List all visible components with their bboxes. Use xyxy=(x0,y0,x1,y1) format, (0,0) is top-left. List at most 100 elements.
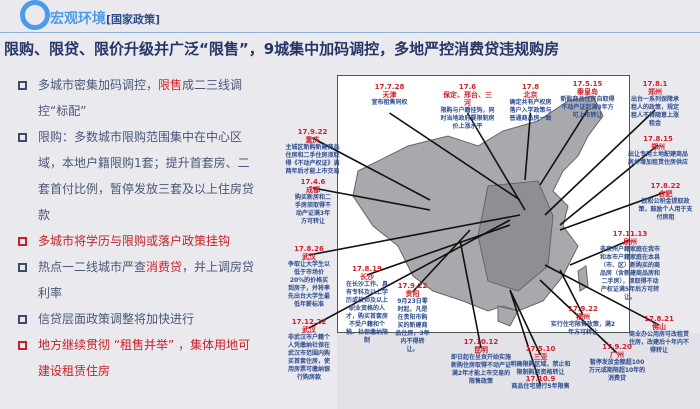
bullet-text: 限购：多数城市限购范围集中在中心区域，本地户籍限购1套；提升首套房、二套首付比例… xyxy=(38,130,255,222)
callout-arrow xyxy=(366,224,511,276)
callout-text: 主城区新购新建商品住房和二手住房须取得《不动产权证》满两年后才能上市交易 xyxy=(285,144,340,175)
callout-city: 武汉 xyxy=(302,253,316,261)
callout-city: 长沙 xyxy=(360,273,374,281)
policy-callout: 17.8.15 郑州 出让专用土地配建商品房并增加租赁住房供应 xyxy=(628,135,688,167)
callout-date: 17.8.22 xyxy=(650,182,681,190)
callout-date: 17.9.20 xyxy=(602,343,632,351)
callout-text: 非泉州户籍家庭在我市和本市户籍家庭在本县（市、区）新购买的商品房（含新建商品房和… xyxy=(600,246,661,301)
callout-text: 实行住宅限售政策，满2年方可转让 xyxy=(550,321,616,336)
bullet-item: 多城市密集加码调控，限售成二三线调控“标配” xyxy=(18,72,258,124)
bullet-text: 地方继续贯彻 “租售并举” ，集体用地可建设租赁住房 xyxy=(38,338,251,378)
bullet-text: 多城市密集加码调控， xyxy=(38,78,159,92)
callout-date: 17.7.28 xyxy=(374,83,405,91)
callout-city: 贵阳 xyxy=(405,290,420,298)
policy-callout: 17.5.15 秦皇岛 新购商品住房自取得不动产证起满3年方可上市转让 xyxy=(560,80,615,120)
bullet-text: 成二三线调控“标配” xyxy=(38,78,243,118)
bullet-item: 地方继续贯彻 “租售并举” ，集体用地可建设租赁住房 xyxy=(18,332,258,384)
callout-text: 限购与户籍挂钩，同时当地政府要限制房价上涨水平 xyxy=(440,107,495,130)
callout-city: 重庆 xyxy=(305,136,320,144)
header-circle-icon xyxy=(20,0,50,30)
callout-arrow xyxy=(539,279,618,354)
callout-date: 17.10.12 xyxy=(463,338,499,346)
callout-text: 明确限购区域，禁止和限制购房资格转让 xyxy=(510,361,571,376)
divider xyxy=(0,32,700,33)
callout-text: 商业办公用房可改租赁住房，改建后十年内不得转让 xyxy=(628,331,689,354)
callout-arrow xyxy=(544,264,660,326)
bullet-item: 信贷层面政策调整将加快进行 xyxy=(18,306,258,332)
callout-city: 北京 xyxy=(523,91,538,99)
callout-city: 佛山 xyxy=(652,323,666,331)
callout-date: 17.8.1 xyxy=(642,80,668,88)
callout-arrow xyxy=(559,144,659,226)
callout-text: 9月23日零时起，凡是在贵阳市购买的新建商品住房，3年内不得转让。 xyxy=(395,298,430,353)
square-bullet-icon xyxy=(18,315,27,324)
callout-text: 购买新房和二手房须取得不动产证满3年方可转让 xyxy=(294,194,331,225)
policy-callout: 17.8.26 武汉 争取让大学生以低于市场价20%的价格买到房子，并将率先出台大学… xyxy=(288,245,330,309)
callout-text: 宣布租售同权 xyxy=(371,99,408,106)
callout-text: 出台一系列保障承租人的政策，规定租人不得随意上涨租金 xyxy=(630,96,679,127)
callout-city: 郑州 xyxy=(651,143,665,151)
callout-date: 17.9.22 xyxy=(297,128,328,136)
bullet-text: 热点一二线城市严查 xyxy=(38,260,147,274)
bullet-text: 限售 xyxy=(158,78,183,92)
callout-date: 17.4.6 xyxy=(300,178,326,186)
square-bullet-icon xyxy=(18,341,27,350)
callout-arrow xyxy=(312,137,431,201)
policy-callout: 17.12.22 武汉 非武汉市户籍个人凭缴纳社保在武汉市范围内购买首套住房，使用房… xyxy=(288,318,330,382)
callout-text: 争取让大学生以低于市场价20%的价格买到房子，并将率先出台大学生最低年薪标准 xyxy=(288,261,331,308)
callout-city: 秦皇岛 xyxy=(577,88,598,96)
callout-arrow xyxy=(312,187,431,211)
policy-callout: 17.10.9 商品住宅施行5年限售 xyxy=(508,375,573,391)
callout-city: 泉州 xyxy=(623,238,637,246)
policy-callout: 17.8.19 长沙 在长沙工作、具有专科及以上学历或技师及以上职业资格的人才，购买… xyxy=(345,265,389,345)
bullet-text: 信贷层面政策调整将加快进行 xyxy=(38,312,195,326)
china-map xyxy=(337,75,630,333)
callout-date: 17.6 xyxy=(458,83,477,91)
square-bullet-icon xyxy=(18,81,27,90)
callout-arrow xyxy=(559,191,666,231)
callout-city: 福州 xyxy=(576,313,590,321)
callout-text: 出让专用土地配建商品房并增加租赁住房供应 xyxy=(628,151,689,166)
bullet-item: 限购：多数城市限购范围集中在中心区域，本地户籍限购1套；提升首套房、二套首付比例… xyxy=(18,124,258,228)
callout-arrow xyxy=(524,112,532,181)
square-bullet-icon xyxy=(18,237,27,246)
bullet-text: 消费贷 xyxy=(146,260,183,274)
policy-callout: 17.9.22 福州 实行住宅限售政策，满2年方可转让 xyxy=(548,305,618,337)
callout-date: 17.8.26 xyxy=(294,245,324,253)
callout-city: 武汉 xyxy=(302,326,316,334)
callout-arrow xyxy=(544,109,656,216)
policy-callout: 17.4.6 成都 购买新房和二手房须取得不动产证满3年方可转让 xyxy=(293,178,333,226)
bullet-text: ，并上调房贷利率 xyxy=(38,260,255,300)
callout-date: 17.8.19 xyxy=(352,265,382,273)
callout-date: 17.8 xyxy=(521,83,540,91)
callout-arrow xyxy=(459,239,482,349)
callout-date: 17.11.13 xyxy=(612,230,648,238)
policy-callout: 17.8.22 合肥 放松公积金提取政策，鼓励个人用于支付房租 xyxy=(638,182,693,222)
callout-arrow xyxy=(539,109,589,186)
callout-arrow xyxy=(559,269,584,316)
callout-date: 17.10.9 xyxy=(525,375,556,383)
callout-text: 放松公积金提取政策，鼓励个人用于支付房租 xyxy=(638,198,693,221)
policy-callout: 17.9.20 广州 暂停发放金额超100万元或期限超10年的消费贷 xyxy=(588,343,646,383)
callout-text: 商品住宅施行5年限售 xyxy=(511,383,570,390)
policy-callout: 17.5.10 三亚 明确限购区域，禁止和限制购房资格转让 xyxy=(508,345,573,377)
section-title: 宏观环境[国家政策] xyxy=(50,11,161,27)
callout-arrow xyxy=(509,289,542,386)
callout-arrow xyxy=(389,112,521,201)
policy-callout: 17.8.21 佛山 商业办公用房可改租赁住房，改建后十年内不得转让 xyxy=(628,315,690,355)
callout-date: 17.9.22 xyxy=(568,305,598,313)
callout-arrow xyxy=(466,112,526,211)
callout-text: 新购商品住房自取得不动产证起满3年方可上市转让 xyxy=(560,96,615,119)
callout-arrow xyxy=(308,219,511,329)
policy-callout: 17.7.28 天津 宣布租售同权 xyxy=(362,83,417,107)
policy-callout: 17.9.22 贵阳 9月23日零时起，凡是在贵阳市购买的新建商品住房，3年内不得转… xyxy=(395,282,430,354)
square-bullet-icon xyxy=(18,133,27,142)
callout-date: 17.9.22 xyxy=(397,282,428,290)
square-bullet-icon xyxy=(18,263,27,272)
callout-date: 17.8.21 xyxy=(644,315,674,323)
callout-text: 在长沙工作、具有专科及以上学历或技师及以上职业资格的人才，购买首套房不受户籍和个… xyxy=(345,281,388,344)
bullet-item: 多城市将学历与限购或落户政策挂钩 xyxy=(18,228,258,254)
callout-text: 暂停发放金额超100万元或期限超10年的消费贷 xyxy=(588,359,646,382)
callout-date: 17.5.10 xyxy=(525,345,556,353)
